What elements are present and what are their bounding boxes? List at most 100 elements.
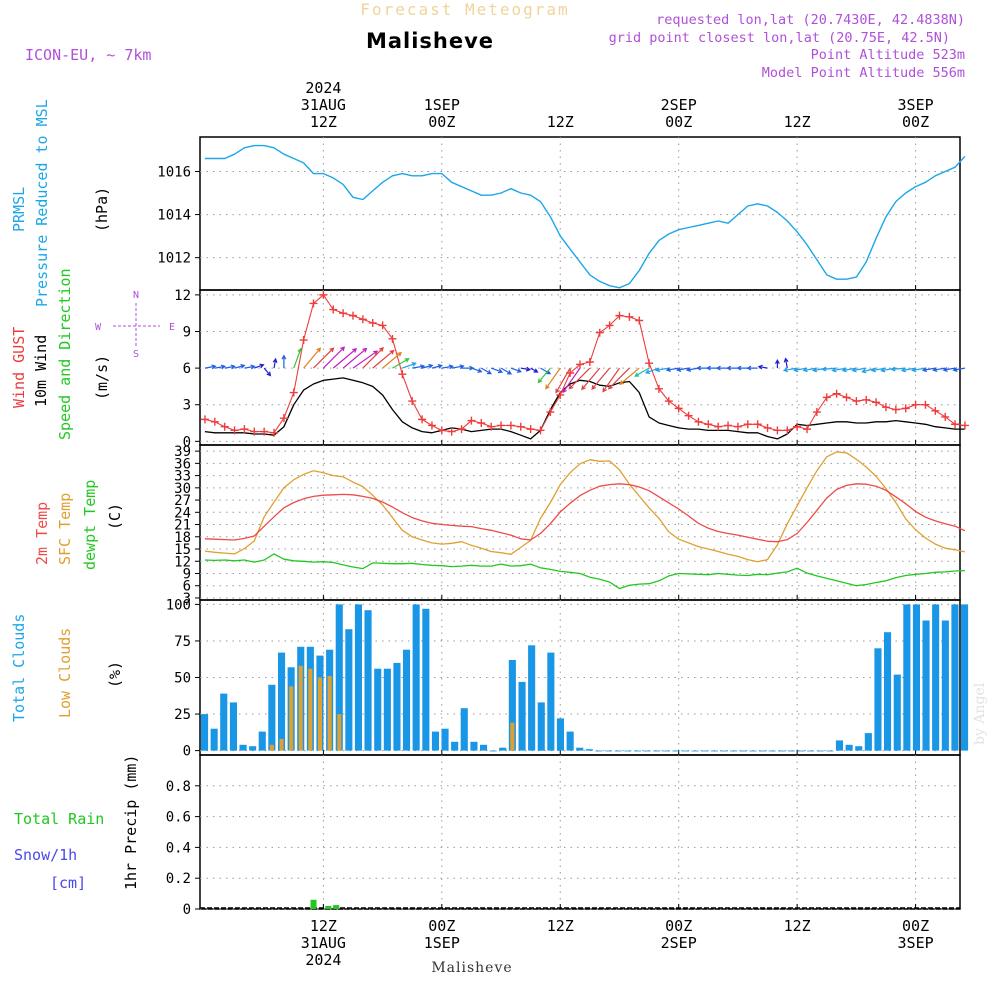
clouds-ytick-label: 100 [166,597,191,613]
gust-marker [645,359,654,368]
gust-marker [901,404,910,413]
total-cloud-bar [701,750,709,752]
precip-ytick-label: 0.2 [166,871,191,887]
gust-marker [289,388,298,397]
total-cloud-bar [816,750,824,752]
total-cloud-bar [528,645,536,751]
total-cloud-bar [605,750,613,752]
total-cloud-bar [893,674,901,751]
wind-direction-arrow [774,358,780,369]
precip-ytick-label: 0.6 [166,810,191,826]
wind-direction-arrow [911,367,926,373]
top-time-label: 12Z [547,113,574,131]
total-cloud-bar [364,610,372,751]
wind-direction-arrow [224,364,236,370]
wind-direction-arrow [921,367,936,373]
bottom-time-label: 12Z [547,917,574,935]
total-cloud-bar [210,728,218,751]
gust-marker [497,421,506,430]
total-cloud-bar [739,750,747,752]
wind-direction-arrow [421,363,434,369]
top-time-label: 00Z [665,113,692,131]
total-cloud-bar [393,662,401,751]
gust-marker [664,397,673,406]
t2m-label: 2m Temp [33,502,51,565]
total-cloud-bar [768,750,776,752]
clouds-ytick-label: 0 [183,744,191,760]
compass-west: W [95,322,102,333]
wind-direction-arrow [900,367,916,373]
gust-marker [694,417,703,426]
gust-marker [299,336,308,345]
wind-gust-line [204,294,965,434]
gust-marker [812,408,821,417]
low-cloud-bar [510,722,515,751]
total-cloud-bar [874,648,882,751]
wind-direction-arrow [591,367,611,390]
sfc-temp-label: SFC Temp [56,493,74,565]
total-cloud-bar [932,604,940,751]
bottom-time-label: 00Z [428,917,455,935]
wind-direction-arrow [793,367,808,373]
wind-direction-arrow [480,367,492,375]
clouds-ytick-label: 25 [174,707,191,723]
top-time-label: 3SEP [898,96,934,114]
wind-panel: 12 9 6 3 0 [174,288,969,450]
wind-direction-arrow [568,367,591,390]
gust-marker [921,400,930,409]
wind-ytick-label: 0 [183,434,191,450]
gust-marker [911,400,920,409]
gust-marker [526,425,535,434]
wind-direction-arrow [263,367,272,377]
total-cloud-bar [556,718,564,751]
wind-direction-arrow [342,347,368,369]
wind-direction-arrow [619,367,640,385]
top-time-label: 00Z [428,113,455,131]
total-cloud-bar [922,620,930,751]
gust-marker [783,426,792,435]
total-cloud-bar [835,740,843,751]
wind-direction-arrow [204,364,217,370]
gust-marker [279,414,288,423]
precip-ytick-label: 0.4 [166,840,191,856]
top-time-label: 00Z [902,113,929,131]
pressure-panel: 1016 1014 1012 [157,136,966,291]
gust-marker [437,426,446,435]
total-cloud-bar [807,750,815,752]
gust-marker [200,415,209,424]
wind-direction-arrow [372,349,395,369]
wind-direction-arrow [254,363,265,369]
total-cloud-bar [451,741,459,751]
low-clouds-label: Low Clouds [56,628,74,718]
wind-direction-arrow [851,367,867,373]
wind-speed-dir-label: Speed and Direction [56,268,74,440]
total-cloud-bar [345,629,353,751]
gust-marker [585,358,594,367]
total-cloud-bar [941,620,949,751]
gust-marker [388,334,397,343]
wind-direction-arrow [890,366,906,372]
gust-marker [418,415,427,424]
bottom-time-label: 12Z [310,917,337,935]
gust-marker [773,426,782,435]
bottom-time-label: 2SEP [661,934,697,952]
wind-direction-arrow [441,364,454,370]
wind-direction-arrow [537,367,551,384]
rain-bar [333,905,340,909]
wind-direction-arrow [520,366,532,372]
total-cloud-bar [778,750,786,752]
gust-marker [210,417,219,426]
gust-marker [743,420,752,429]
temperature-ytick-label: 21 [174,518,191,534]
precip-ytick-label: 0 [183,902,191,918]
compass-east: E [169,322,175,333]
total-cloud-bar [595,750,603,752]
gust-marker [319,290,328,299]
gust-marker [447,427,456,436]
location-title: Malisheve [366,29,494,53]
temperature-ytick-label: 18 [174,530,191,546]
pressure-ytick-label: 1016 [157,164,191,180]
top-time-label: 12Z [784,113,811,131]
gust-marker [733,422,742,431]
